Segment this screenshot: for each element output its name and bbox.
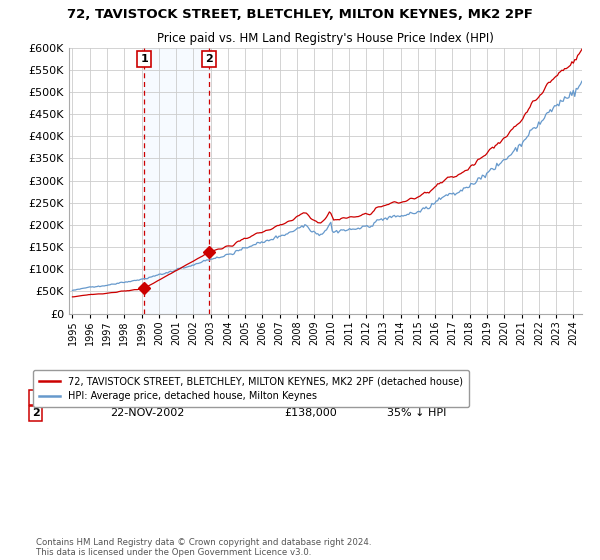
Text: £138,000: £138,000: [284, 408, 337, 418]
Text: 26-FEB-1999: 26-FEB-1999: [110, 393, 182, 403]
Legend: 72, TAVISTOCK STREET, BLETCHLEY, MILTON KEYNES, MK2 2PF (detached house), HPI: A: 72, TAVISTOCK STREET, BLETCHLEY, MILTON …: [33, 370, 469, 407]
Title: Price paid vs. HM Land Registry's House Price Index (HPI): Price paid vs. HM Land Registry's House …: [157, 32, 494, 45]
Text: 1: 1: [32, 393, 40, 403]
Text: 35% ↓ HPI: 35% ↓ HPI: [387, 408, 446, 418]
Text: £56,995: £56,995: [284, 393, 331, 403]
Text: 1: 1: [140, 54, 148, 64]
Text: 47% ↓ HPI: 47% ↓ HPI: [387, 393, 446, 403]
Text: 72, TAVISTOCK STREET, BLETCHLEY, MILTON KEYNES, MK2 2PF: 72, TAVISTOCK STREET, BLETCHLEY, MILTON …: [67, 8, 533, 21]
Text: Contains HM Land Registry data © Crown copyright and database right 2024.
This d: Contains HM Land Registry data © Crown c…: [36, 538, 371, 557]
Text: 22-NOV-2002: 22-NOV-2002: [110, 408, 184, 418]
Text: 2: 2: [205, 54, 213, 64]
Text: 2: 2: [32, 408, 40, 418]
Bar: [144, 48, 209, 314]
